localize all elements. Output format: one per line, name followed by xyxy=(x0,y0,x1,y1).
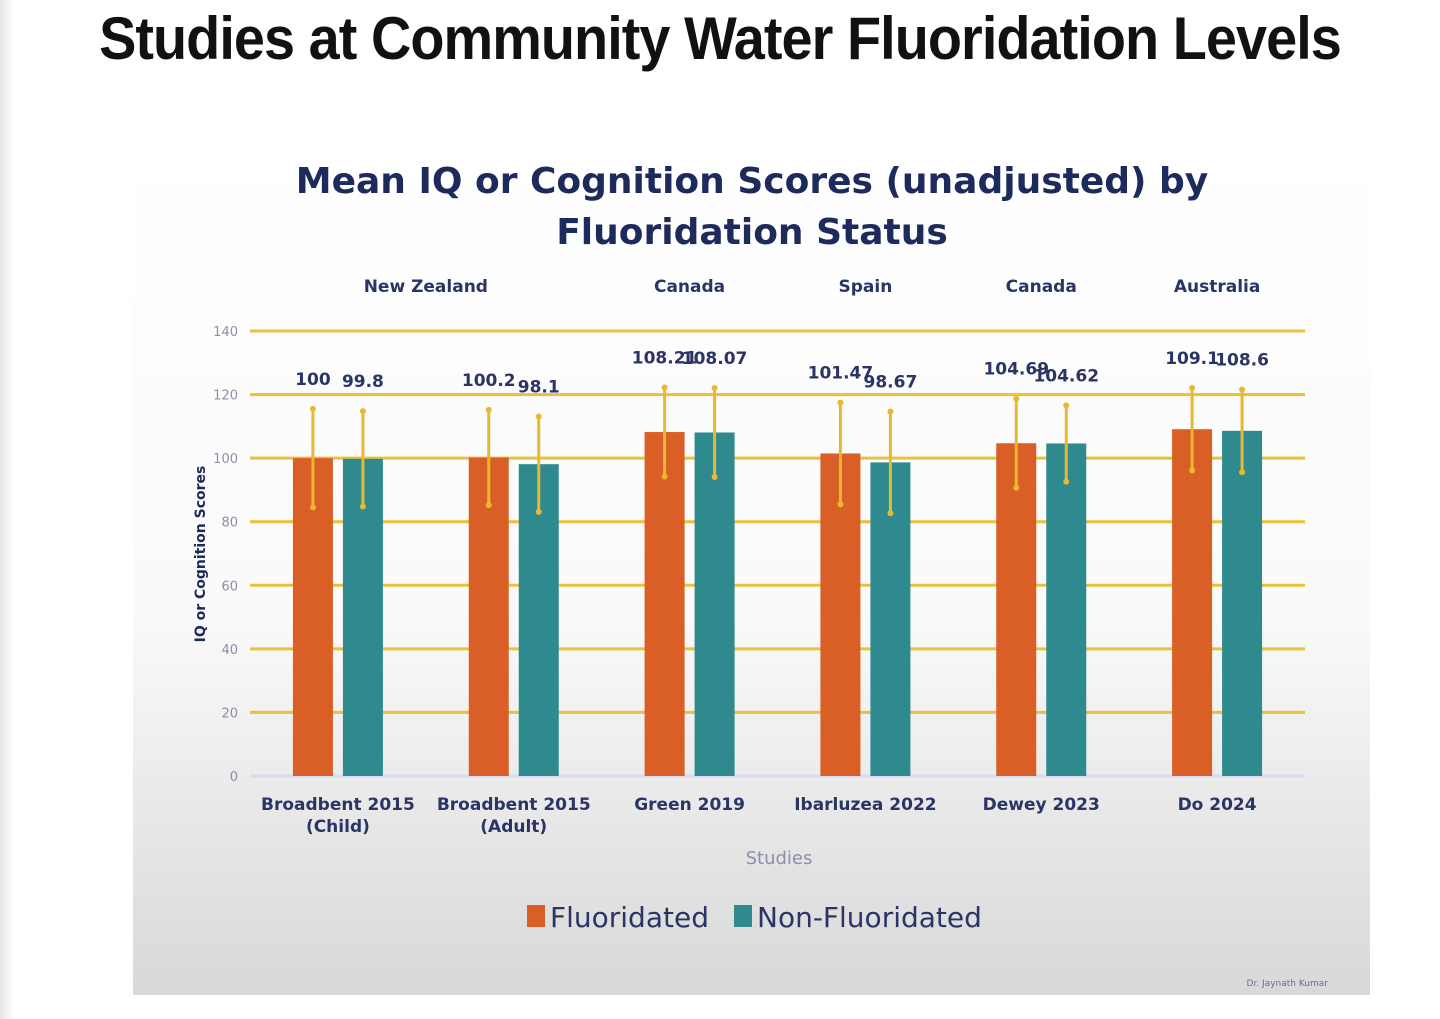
bar-fluoridated xyxy=(996,443,1037,776)
x-tick-label: Dewey 2023 xyxy=(983,795,1100,815)
country-label: Canada xyxy=(1006,277,1077,297)
error-cap-bottom xyxy=(359,503,366,510)
error-cap-top xyxy=(1063,402,1070,409)
chart-panel xyxy=(133,148,1370,995)
error-cap-top xyxy=(1189,384,1196,391)
error-cap-top xyxy=(837,399,844,406)
data-label: 99.8 xyxy=(342,372,384,392)
error-cap-top xyxy=(711,384,718,391)
country-label: New Zealand xyxy=(364,277,488,297)
data-label: 108.6 xyxy=(1215,350,1269,370)
data-label: 109.1 xyxy=(1165,349,1219,369)
error-cap-top xyxy=(359,408,366,415)
error-cap-top xyxy=(887,408,894,415)
legend-label-non-fluoridated: Non-Fluoridated xyxy=(757,901,982,934)
data-label: 98.67 xyxy=(864,373,918,393)
country-label: Canada xyxy=(654,277,725,297)
data-label: 100.2 xyxy=(462,371,516,391)
x-tick-label: Broadbent 2015 xyxy=(261,795,415,815)
error-cap-bottom xyxy=(1239,469,1246,476)
error-cap-bottom xyxy=(1063,478,1070,485)
data-label: 108.07 xyxy=(682,349,748,369)
y-tick-label: 100 xyxy=(213,452,238,467)
x-tick-label: Broadbent 2015 xyxy=(437,795,591,815)
data-label: 101.47 xyxy=(808,364,874,384)
bar-non-fluoridated xyxy=(518,464,559,776)
x-tick-label: (Adult) xyxy=(480,817,547,837)
y-tick-label: 80 xyxy=(221,516,238,531)
chart-title-line2: Fluoridation Status xyxy=(556,212,948,253)
y-tick-label: 60 xyxy=(221,579,238,594)
error-cap-top xyxy=(1239,386,1246,393)
country-label: Australia xyxy=(1174,277,1261,297)
error-cap-top xyxy=(485,406,492,413)
data-label: 104.69 xyxy=(983,360,1049,380)
bar-fluoridated xyxy=(1172,429,1213,776)
y-tick-label: 140 xyxy=(213,325,238,340)
y-tick-label: 0 xyxy=(230,770,238,785)
bar-non-fluoridated xyxy=(1046,443,1087,776)
error-cap-top xyxy=(661,384,668,391)
slide-edge-shadow xyxy=(0,0,14,1019)
data-label: 108.21 xyxy=(632,349,698,369)
error-cap-top xyxy=(1013,395,1020,402)
y-tick-label: 20 xyxy=(221,706,238,721)
error-cap-bottom xyxy=(837,501,844,508)
error-cap-bottom xyxy=(1013,484,1020,491)
y-tick-label: 40 xyxy=(221,643,238,658)
bar-fluoridated xyxy=(644,432,685,776)
chart-title-line1: Mean IQ or Cognition Scores (unadjusted)… xyxy=(296,161,1209,202)
x-axis-label: Studies xyxy=(746,848,813,869)
country-label: Spain xyxy=(839,277,893,297)
legend-swatch-fluoridated xyxy=(527,905,545,927)
error-cap-bottom xyxy=(887,510,894,517)
y-tick-label: 120 xyxy=(213,389,238,404)
error-cap-bottom xyxy=(1189,467,1196,474)
x-tick-label: Green 2019 xyxy=(634,795,745,815)
x-tick-label: (Child) xyxy=(306,817,370,837)
bar-fluoridated xyxy=(292,458,333,776)
author-signature: Dr. Jaynath Kumar xyxy=(1247,979,1329,989)
slide-title: Studies at Community Water Fluoridation … xyxy=(99,5,1342,72)
bar-fluoridated xyxy=(468,457,509,776)
data-label: 100 xyxy=(295,370,331,390)
x-tick-label: Ibarluzea 2022 xyxy=(794,795,936,815)
error-cap-bottom xyxy=(485,502,492,509)
error-cap-bottom xyxy=(309,504,316,511)
error-cap-bottom xyxy=(711,473,718,480)
error-cap-top xyxy=(309,405,316,412)
bar-non-fluoridated xyxy=(342,458,383,776)
legend-label-fluoridated: Fluoridated xyxy=(550,901,709,934)
data-label: 98.1 xyxy=(518,378,560,398)
y-axis-label: IQ or Cognition Scores xyxy=(193,466,209,643)
legend-swatch-non-fluoridated xyxy=(734,905,752,927)
bar-non-fluoridated xyxy=(1222,430,1263,776)
error-cap-bottom xyxy=(661,473,668,480)
x-tick-label: Do 2024 xyxy=(1178,795,1257,815)
bar-non-fluoridated xyxy=(694,432,735,776)
data-label: 104.62 xyxy=(1033,366,1099,386)
error-cap-bottom xyxy=(535,508,542,515)
legend: Fluoridated Non-Fluoridated xyxy=(527,901,982,934)
error-cap-top xyxy=(535,413,542,420)
